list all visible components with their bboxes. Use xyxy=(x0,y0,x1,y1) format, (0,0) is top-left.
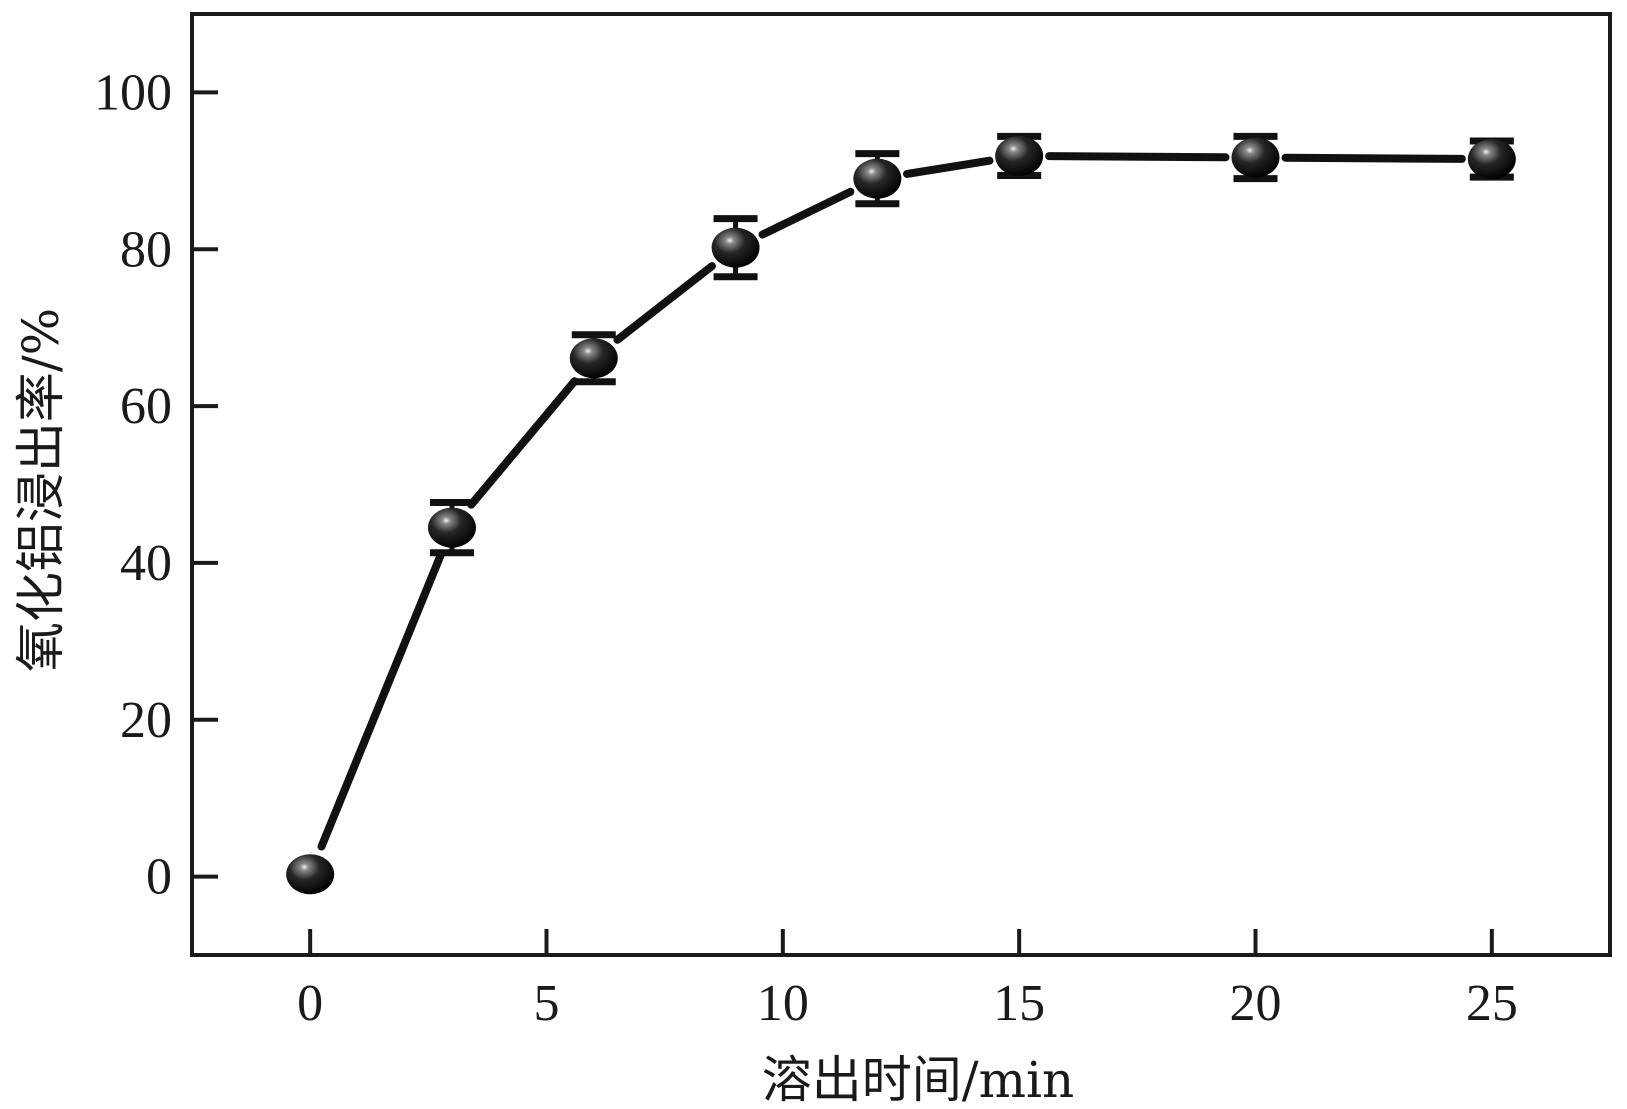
series-segment xyxy=(317,551,445,851)
series-segment xyxy=(1045,152,1230,162)
data-point xyxy=(853,158,902,199)
data-point xyxy=(1231,137,1280,178)
x-tick-label: 5 xyxy=(534,975,560,1032)
x-tick-label: 15 xyxy=(993,975,1045,1032)
series-segment xyxy=(467,377,579,509)
data-point xyxy=(711,227,760,268)
y-tick-label: 40 xyxy=(120,535,172,592)
series-segment xyxy=(613,262,716,344)
x-axis-title: 溶出时间/min xyxy=(762,1051,1074,1109)
series-segment xyxy=(758,187,855,239)
y-tick-label: 0 xyxy=(146,849,172,906)
y-axis-title: 氧化铝浸出率/% xyxy=(12,308,70,672)
data-markers xyxy=(286,135,1516,895)
series-segment xyxy=(902,156,994,178)
series-segment xyxy=(1281,153,1466,163)
y-tick-label: 60 xyxy=(120,378,172,435)
data-point xyxy=(569,338,618,379)
data-point xyxy=(995,135,1044,176)
x-tick-label: 25 xyxy=(1466,975,1518,1032)
x-tick-label: 20 xyxy=(1230,975,1282,1032)
y-tick-label: 20 xyxy=(120,692,172,749)
tick-labels: 0 5 10 15 20 25 0 20 40 60 80 100 xyxy=(94,64,1518,1032)
axis-ticks xyxy=(192,90,1494,955)
series-line xyxy=(317,152,1466,851)
plot-frame xyxy=(190,12,1612,957)
y-tick-label: 80 xyxy=(120,221,172,278)
data-point xyxy=(286,854,335,895)
y-tick-label: 100 xyxy=(94,64,172,121)
data-point xyxy=(1467,139,1516,180)
x-tick-label: 10 xyxy=(757,975,809,1032)
x-tick-label: 0 xyxy=(297,975,323,1032)
data-point xyxy=(427,507,476,548)
